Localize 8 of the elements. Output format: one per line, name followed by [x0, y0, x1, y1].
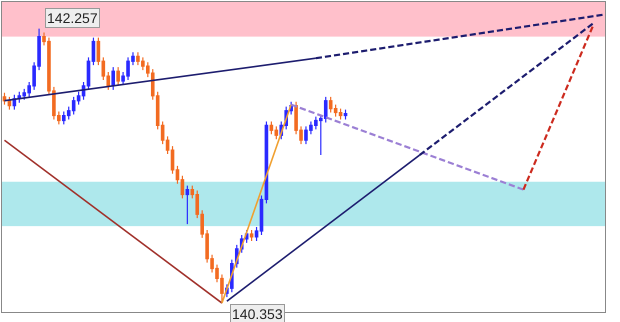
candlestick — [2, 92, 6, 106]
candlestick — [111, 66, 116, 91]
candlestick — [250, 229, 254, 242]
annotation: 140.353 — [232, 306, 283, 322]
candlestick — [116, 66, 120, 86]
candlestick — [344, 109, 348, 120]
candlestick — [186, 185, 190, 225]
annotation: 142.257 — [47, 10, 98, 26]
